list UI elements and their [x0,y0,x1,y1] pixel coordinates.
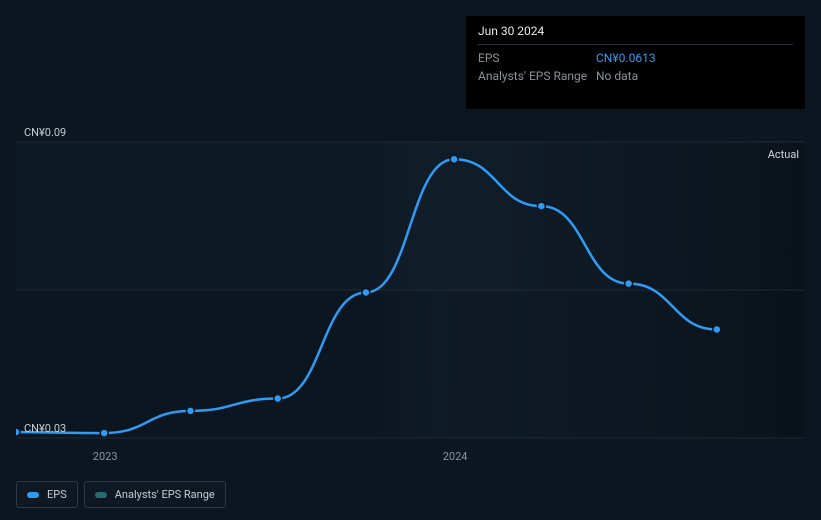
actual-region-label: Actual [768,148,799,161]
tooltip-key: EPS [478,49,596,67]
x-axis-label-1: 2024 [443,450,468,463]
legend-item-analysts-range[interactable]: Analysts' EPS Range [84,481,226,508]
legend-label: EPS [47,488,67,501]
tooltip-value: CN¥0.0613 [596,49,656,67]
chart-legend: EPS Analysts' EPS Range [16,481,226,508]
y-axis-label-upper: CN¥0.09 [24,126,66,139]
tooltip-title: Jun 30 2024 [478,24,793,45]
legend-swatch-icon [27,492,39,498]
chart-tooltip: Jun 30 2024 EPS CN¥0.0613 Analysts' EPS … [466,16,805,109]
y-axis-label-lower: CN¥0.03 [24,422,66,435]
tooltip-key: Analysts' EPS Range [478,67,596,85]
legend-item-eps[interactable]: EPS [16,481,78,508]
tooltip-row: Analysts' EPS Range No data [478,67,793,85]
tooltip-row: EPS CN¥0.0613 [478,49,793,67]
tooltip-value: No data [596,67,638,85]
legend-label: Analysts' EPS Range [115,488,215,501]
legend-swatch-icon [95,492,107,498]
x-axis-label-0: 2023 [93,450,118,463]
